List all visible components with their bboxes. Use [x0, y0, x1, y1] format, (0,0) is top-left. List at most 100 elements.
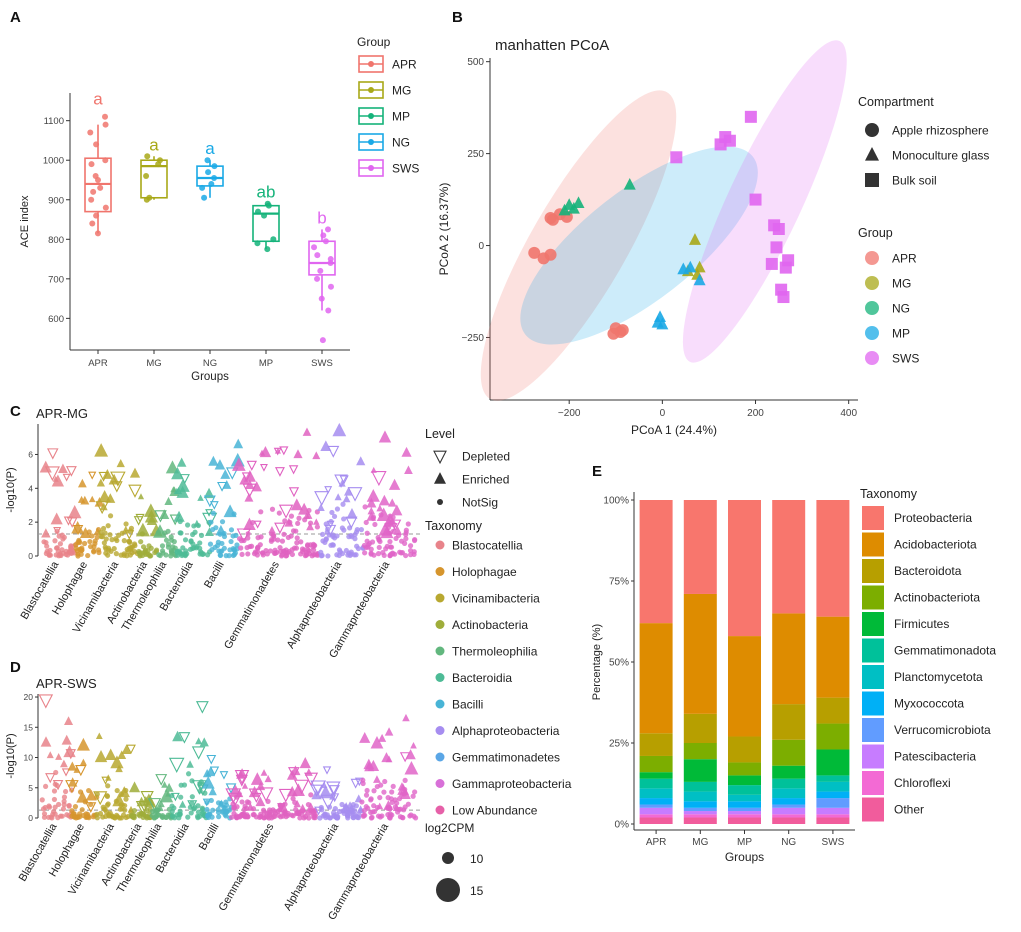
- box-point: [144, 153, 151, 160]
- bar-segment-other: [816, 817, 850, 824]
- manhattan-point: [87, 538, 93, 545]
- enriched-marker: [370, 736, 384, 749]
- depleted-marker: [258, 787, 274, 802]
- legend-label: Bulk soil: [892, 174, 937, 188]
- manhattan-point: [231, 551, 238, 558]
- manhattan-point: [41, 539, 47, 545]
- manhattan-point: [152, 549, 158, 556]
- enriched-marker: [77, 478, 87, 488]
- manhattan-point: [114, 787, 120, 794]
- manhattan-point: [95, 547, 102, 553]
- bar-segment-actinobacteriota: [728, 762, 761, 776]
- enriched-marker: [129, 467, 141, 478]
- legend-key: [862, 506, 884, 530]
- manhattan-point: [40, 806, 47, 812]
- bar-segment-firmicutes: [683, 759, 717, 782]
- enriched-marker: [208, 787, 217, 796]
- enriched-marker: [76, 737, 90, 751]
- manhattan-point: [79, 807, 85, 813]
- manhattan-point: [397, 814, 404, 820]
- bar-segment-verrucomicrobiota: [683, 807, 717, 812]
- enriched-marker: [58, 463, 68, 474]
- x-tick-label: −200: [558, 408, 581, 419]
- manhattan-point: [98, 533, 104, 540]
- manhattan-point: [44, 548, 50, 554]
- legend-key-point: [368, 165, 374, 171]
- bar-segment-gemmatimonadota: [772, 778, 806, 789]
- depleted-marker: [253, 520, 262, 529]
- manhattan-point: [159, 548, 166, 554]
- manhattan-point: [392, 551, 398, 557]
- enriched-marker: [367, 759, 380, 772]
- enriched-marker: [334, 493, 342, 501]
- manhattan-point: [368, 546, 374, 552]
- manhattan-point: [46, 814, 52, 820]
- y-tick-label: 1100: [44, 116, 64, 127]
- enriched-marker: [176, 457, 187, 467]
- manhattan-point: [168, 548, 174, 554]
- legend-taxon-key: [435, 726, 445, 735]
- manhattan-point: [138, 539, 144, 545]
- manhattan-point: [269, 506, 276, 512]
- depleted-marker: [61, 768, 71, 777]
- enriched-marker: [290, 498, 303, 511]
- x-tick-label: MP: [259, 358, 273, 369]
- legend-key: [862, 718, 884, 742]
- manhattan-point: [275, 808, 281, 814]
- enriched-marker: [290, 765, 301, 776]
- enriched-marker: [186, 760, 194, 768]
- manhattan-point: [369, 814, 375, 820]
- enriched-marker: [204, 527, 214, 537]
- legend-title-size: log2CPM: [425, 821, 474, 835]
- depleted-marker: [324, 524, 337, 537]
- depleted-marker: [187, 800, 198, 811]
- legend-label: SWS: [392, 162, 419, 176]
- manhattan-point: [217, 552, 223, 558]
- x-tick-label: APR: [88, 358, 108, 369]
- manhattan-point: [210, 510, 217, 516]
- manhattan-point: [381, 552, 387, 558]
- enriched-marker: [164, 782, 174, 792]
- enriched-marker: [156, 799, 165, 808]
- manhattan-point: [56, 801, 62, 808]
- segment-alphaproteobacteria: [310, 766, 365, 821]
- manhattan-point: [339, 801, 345, 808]
- confidence-ellipse-sws: [682, 40, 847, 363]
- manhattan-point: [226, 553, 232, 559]
- enriched-marker: [146, 514, 158, 525]
- manhattan-point: [102, 530, 108, 536]
- manhattan-point: [323, 536, 329, 542]
- manhattan-point: [57, 551, 63, 557]
- box-point: [317, 267, 324, 274]
- manhattan-point: [227, 807, 233, 813]
- legend-label: Planctomycetota: [894, 670, 983, 684]
- legend-shape-key: [865, 146, 879, 161]
- bar-segment-acidobacteriota: [683, 593, 717, 714]
- manhattan-point: [296, 515, 302, 521]
- box-point: [261, 212, 268, 219]
- x-tick-label: MG: [692, 837, 708, 848]
- manhattan-point: [377, 538, 383, 545]
- manhattan-point: [403, 527, 409, 533]
- manhattan-point: [72, 804, 79, 810]
- box-point: [208, 180, 215, 187]
- box-point: [143, 173, 150, 180]
- bar-segment-other: [683, 817, 717, 824]
- legend-size-key: [442, 852, 454, 864]
- manhattan-point: [381, 789, 387, 795]
- manhattan-point: [113, 551, 119, 557]
- depleted-marker: [328, 785, 340, 796]
- y-tick-label: 500: [467, 57, 484, 68]
- enriched-marker: [389, 517, 396, 524]
- legend-color-key: [865, 251, 879, 265]
- pcoa-point-ng: [677, 262, 690, 275]
- segment-vicinamibacteria: [94, 443, 142, 559]
- legend-level-key: [433, 450, 447, 465]
- manhattan-point: [208, 519, 214, 525]
- enriched-marker: [135, 522, 150, 537]
- enriched-marker: [46, 751, 54, 759]
- manhattan-point: [234, 542, 240, 548]
- enriched-marker: [340, 802, 353, 814]
- enriched-marker: [248, 785, 261, 798]
- legend-title: Taxonomy: [860, 487, 918, 501]
